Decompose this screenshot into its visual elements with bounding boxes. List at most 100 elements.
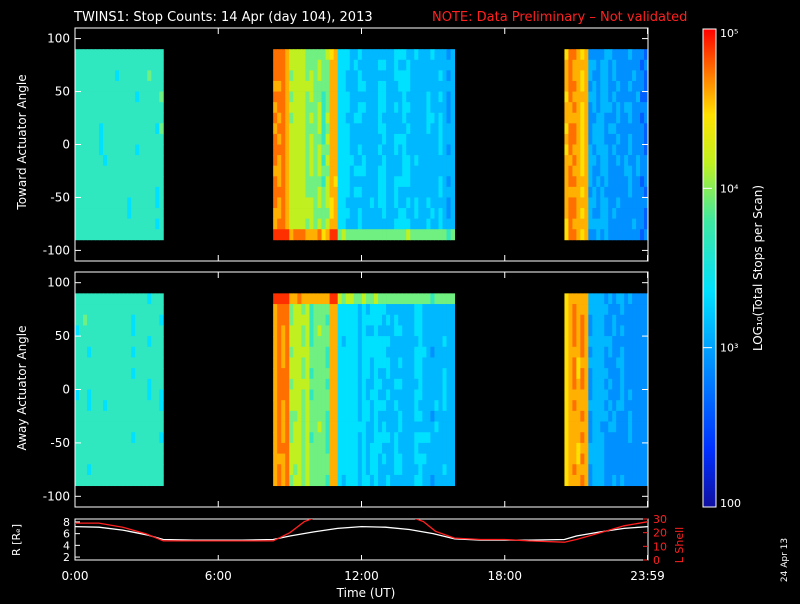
heatmap-cell — [564, 442, 569, 454]
heatmap-cell — [636, 80, 641, 92]
heatmap-cell — [111, 378, 116, 390]
heatmap-cell — [297, 197, 302, 209]
heatmap-cell — [402, 304, 407, 316]
heatmap-cell — [99, 176, 104, 188]
heatmap-cell — [325, 165, 331, 177]
heatmap-cell — [378, 197, 383, 209]
heatmap-cell — [143, 453, 148, 465]
heatmap-cell — [616, 378, 621, 390]
heatmap-cell — [572, 112, 577, 124]
heatmap-cell — [584, 59, 589, 71]
heatmap-cell — [426, 123, 431, 135]
heatmap-cell — [87, 346, 92, 358]
y-tick-label: 0 — [62, 138, 70, 152]
heatmap-cell — [103, 176, 108, 188]
heatmap-cell — [83, 464, 88, 476]
heatmap-cell — [572, 442, 577, 454]
heatmap-cell — [289, 464, 294, 476]
heatmap-cell — [337, 325, 343, 337]
heatmap-cell — [373, 91, 379, 103]
heatmap-cell — [576, 208, 581, 220]
heatmap-cell — [297, 155, 302, 167]
heatmap-cell — [309, 325, 314, 337]
heatmap-cell — [285, 176, 290, 188]
heatmap-cell — [576, 144, 581, 156]
heatmap-cell — [624, 91, 629, 103]
heatmap-cell — [361, 464, 367, 476]
heatmap-cell — [406, 368, 411, 380]
heatmap-cell — [131, 133, 136, 145]
heatmap-cell — [418, 346, 423, 358]
heatmap-cell — [576, 442, 581, 454]
heatmap-cell — [612, 208, 617, 220]
heatmap-cell — [402, 218, 407, 230]
heatmap-cell — [576, 368, 581, 380]
heatmap-cell — [139, 432, 144, 444]
heatmap-cell — [159, 442, 164, 454]
heatmap-cell — [333, 325, 339, 337]
heatmap-cell — [365, 389, 371, 401]
heatmap-cell — [305, 304, 310, 316]
heatmap-cell — [382, 155, 387, 167]
heatmap-cell — [317, 176, 322, 188]
heatmap-cell — [418, 464, 423, 476]
heatmap-cell — [75, 176, 80, 188]
heatmap-cell — [95, 368, 100, 380]
heatmap-cell — [321, 208, 326, 220]
heatmap-cell — [147, 133, 152, 145]
heatmap-cell — [616, 410, 621, 422]
heatmap-cell — [159, 186, 164, 198]
heatmap-cell — [83, 293, 88, 305]
heatmap-cell — [632, 197, 637, 209]
heatmap-cell — [564, 474, 569, 487]
heatmap-cell — [313, 208, 318, 220]
heatmap-cell — [438, 70, 443, 82]
heatmap-cell — [564, 464, 569, 476]
heatmap-cell — [402, 389, 407, 401]
heatmap-cell — [584, 70, 589, 82]
heatmap-cell — [309, 165, 314, 177]
heatmap-cell — [414, 123, 419, 135]
heatmap-cell — [608, 442, 613, 454]
heatmap-cell — [297, 421, 302, 433]
heatmap-cell — [131, 453, 136, 465]
heatmap-cell — [87, 49, 92, 61]
heatmap-cell — [91, 229, 96, 241]
heatmap-cell — [450, 155, 456, 167]
heatmap-cell — [281, 165, 286, 177]
heatmap-cell — [127, 208, 132, 220]
heatmap-cell — [406, 176, 411, 188]
heatmap-cell — [620, 378, 625, 390]
heatmap-cell — [353, 325, 359, 337]
heatmap-cell — [329, 218, 335, 230]
heatmap-cell — [321, 368, 326, 380]
heatmap-cell — [450, 304, 456, 316]
heatmap-cell — [293, 91, 298, 103]
heatmap-cell — [632, 49, 637, 61]
heatmap-cell — [151, 144, 156, 156]
heatmap-cell — [434, 474, 439, 487]
heatmap-cell — [353, 218, 359, 230]
heatmap-cell — [345, 144, 351, 156]
heatmap-cell — [333, 346, 339, 358]
heatmap-cell — [592, 144, 597, 156]
heatmap-cell — [378, 474, 383, 487]
heatmap-cell — [446, 304, 451, 316]
heatmap-cell — [293, 464, 298, 476]
heatmap-cell — [592, 389, 597, 401]
heatmap-cell — [406, 102, 411, 114]
heatmap-cell — [426, 336, 431, 348]
heatmap-cell — [325, 389, 331, 401]
heatmap-cell — [365, 102, 371, 114]
heatmap-cell — [446, 49, 451, 61]
heatmap-cell — [410, 165, 415, 177]
heatmap-cell — [402, 474, 407, 487]
heatmap-cell — [438, 155, 443, 167]
heatmap-cell — [333, 229, 339, 241]
heatmap-cell — [616, 464, 621, 476]
heatmap-cell — [382, 421, 387, 433]
heatmap-cell — [293, 176, 298, 188]
heatmap-cell — [111, 102, 116, 114]
heatmap-cell — [91, 208, 96, 220]
heatmap-cell — [325, 314, 331, 326]
